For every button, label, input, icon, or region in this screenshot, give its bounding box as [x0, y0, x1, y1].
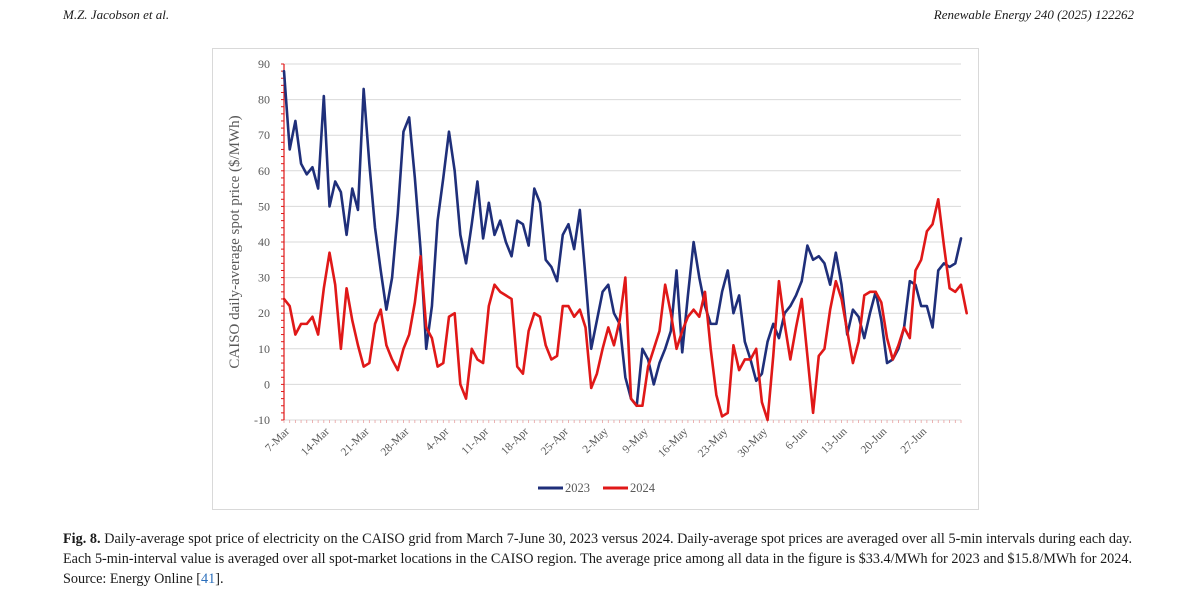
- figure-caption: Fig. 8. Daily-average spot price of elec…: [63, 529, 1132, 589]
- x-tick-label: 7-Mar: [263, 426, 292, 455]
- x-tick-label: 9-May: [620, 425, 650, 455]
- x-tick-label: 2-May: [581, 425, 611, 455]
- x-tick-label: 27-Jun: [899, 425, 930, 456]
- x-tick-label: 14-Mar: [299, 426, 332, 459]
- legend-label-2023: 2023: [565, 481, 590, 495]
- y-tick-label: 70: [258, 128, 270, 142]
- figure-label: Fig. 8.: [63, 531, 101, 547]
- y-tick-label: 80: [258, 93, 270, 107]
- y-tick-label: 40: [258, 235, 270, 249]
- x-tick-label: 20-Jun: [859, 425, 890, 456]
- y-tick-label: 20: [258, 306, 270, 320]
- y-tick-label: 30: [258, 271, 270, 285]
- caption-text-end: ].: [215, 571, 224, 587]
- x-tick-label: 13-Jun: [819, 425, 850, 456]
- x-tick-label: 30-May: [736, 425, 770, 459]
- caption-text: Daily-average spot price of electricity …: [63, 531, 1132, 587]
- series-line-2024: [282, 197, 968, 422]
- x-tick-label: 23-May: [696, 425, 730, 459]
- x-tick-label: 18-Apr: [499, 426, 531, 458]
- x-tick-label: 21-Mar: [339, 426, 372, 459]
- y-axis-label: CAISO daily-average spot price ($/MWh): [227, 115, 243, 368]
- x-tick-label: 28-Mar: [379, 426, 412, 459]
- x-tick-label: 16-May: [656, 425, 690, 459]
- y-tick-label: 60: [258, 164, 270, 178]
- x-tick-label: 11-Apr: [460, 426, 492, 458]
- series-line-2023: [282, 69, 963, 408]
- legend-label-2024: 2024: [630, 481, 656, 495]
- y-tick-label: 10: [258, 342, 270, 356]
- figure-frame: -10 0 10 20 30 40 50 60 70 80 90 CAISO daily-averag…: [212, 48, 979, 510]
- running-header-authors: M.Z. Jacobson et al.: [63, 7, 170, 22]
- x-tick-label: 4-Apr: [424, 426, 452, 454]
- x-tick-label: 6-Jun: [783, 425, 810, 452]
- running-header-journal: Renewable Energy 240 (2025) 122262: [933, 7, 1134, 22]
- y-tick-label: 90: [258, 57, 270, 71]
- x-tick-label: 25-Apr: [539, 426, 571, 458]
- y-tick-label: 50: [258, 199, 270, 213]
- y-tick-label: 0: [264, 377, 270, 391]
- line-chart: -10 0 10 20 30 40 50 60 70 80 90 CAISO daily-averag…: [227, 57, 968, 495]
- reference-link[interactable]: 41: [201, 571, 216, 587]
- y-tick-label: -10: [254, 413, 270, 427]
